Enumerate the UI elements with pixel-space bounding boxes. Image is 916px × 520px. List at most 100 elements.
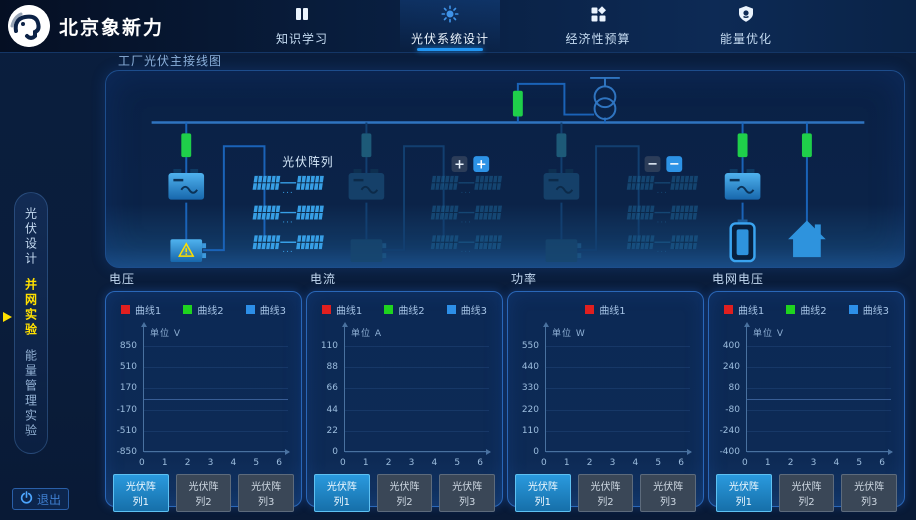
add-array-button-dim[interactable]: + <box>451 156 468 173</box>
pv-array-label: 光伏阵列 <box>282 155 333 169</box>
pv-array-button[interactable]: 光伏阵列1 <box>515 474 571 512</box>
x-axis-arrow-icon <box>285 448 293 455</box>
svg-text:+: + <box>476 158 487 173</box>
pv-array-button[interactable]: 光伏阵列3 <box>841 474 898 512</box>
x-tick-labels: 0 1 2 3 4 5 6 <box>340 458 483 468</box>
y-tick-label: 0 <box>533 447 539 457</box>
tab-economic-budget[interactable]: 经济性预算 <box>548 0 648 52</box>
diagram-title: 工厂光伏主接线图 <box>118 54 223 68</box>
pv-array-button-row: 光伏阵列1 光伏阵列2 光伏阵列3 <box>716 474 898 512</box>
x-tick-label: 5 <box>655 458 662 468</box>
chart-panel: 曲线1 曲线2 曲线3 单位 V 850 510 170 -170 -510 -850 0 1 2… <box>105 291 302 512</box>
legend-swatch-icon <box>446 304 456 314</box>
y-tick-label: 0 <box>332 447 338 457</box>
x-axis-line <box>344 451 490 452</box>
house-icon <box>788 220 826 258</box>
pv-array-3 <box>627 176 698 255</box>
pv-array-button[interactable]: 光伏阵列1 <box>113 474 169 512</box>
legend-swatch-icon <box>848 304 858 314</box>
legend-swatch-icon <box>120 304 130 314</box>
pv-array-button[interactable]: 光伏阵列3 <box>640 474 697 512</box>
tab-label: 能量优化 <box>719 32 772 46</box>
x-tick-label: 2 <box>385 458 392 468</box>
gridlines <box>345 346 489 453</box>
legend-item: 曲线1 <box>120 302 161 317</box>
x-tick-label: 3 <box>408 458 415 468</box>
x-tick-label: 3 <box>810 458 817 468</box>
sidebar-item-pv-design[interactable]: 光伏设计 <box>23 207 38 267</box>
pv-array-button[interactable]: 光伏阵列2 <box>577 474 634 512</box>
active-wires <box>185 82 808 252</box>
breaker-on <box>737 133 748 158</box>
x-axis-line <box>746 451 892 452</box>
active-item-arrow-icon <box>3 312 12 322</box>
legend-item: 曲线1 <box>321 302 362 317</box>
exit-button-label: 退出 <box>37 492 62 507</box>
experiment-sidebar: 光伏设计 并网实验 能量管理实验 <box>14 192 48 454</box>
gridlines <box>144 346 288 453</box>
x-tick-labels: 0 1 2 3 4 5 6 <box>742 458 885 468</box>
remove-array-button[interactable]: − <box>666 156 683 172</box>
combiner-box-warning <box>170 239 207 263</box>
pv-array-button[interactable]: 光伏阵列1 <box>314 474 370 512</box>
breaker-off <box>556 133 567 158</box>
x-axis-arrow-icon <box>687 448 695 455</box>
x-tick-label: 0 <box>742 458 748 468</box>
chart-plot: 单位 A 110 88 66 44 22 0 0 1 2 3 4 5 6 <box>318 319 493 468</box>
pv-array-button[interactable]: 光伏阵列2 <box>778 474 835 512</box>
x-tick-label: 6 <box>477 458 483 468</box>
breaker-on <box>512 90 523 117</box>
pv-array-button[interactable]: 光伏阵列3 <box>439 474 496 512</box>
x-axis-arrow-icon <box>888 448 896 455</box>
x-tick-label: 4 <box>833 458 840 468</box>
transformer-symbol <box>590 76 620 120</box>
remove-array-button-dim[interactable]: − <box>644 156 661 172</box>
legend-swatch-icon <box>786 304 796 314</box>
legend-swatch-icon <box>585 304 595 314</box>
y-tick-label: 550 <box>521 341 539 351</box>
gridlines <box>747 346 891 453</box>
axis-unit-label: 单位 A <box>351 329 383 339</box>
axis-unit-label: 单位 W <box>552 329 586 339</box>
tab-label: 光伏系统设计 <box>410 32 489 46</box>
pv-array-button[interactable]: 光伏阵列3 <box>238 474 295 512</box>
breaker-on <box>181 133 192 158</box>
y-tick-labels: 110 88 66 44 22 0 <box>318 341 341 457</box>
breakers <box>181 90 812 158</box>
svg-text:+: + <box>454 158 465 173</box>
tab-energy-optimization[interactable]: 能量优化 <box>696 0 796 52</box>
battery-icon <box>729 219 756 263</box>
sidebar-item-grid-connection-test[interactable]: 并网实验 <box>23 278 38 338</box>
chart-title: 电流 <box>310 272 337 286</box>
svg-text:−: − <box>647 157 658 172</box>
tab-pv-system-design[interactable]: 光伏系统设计 <box>400 0 500 52</box>
pv-array-button-row: 光伏阵列1 光伏阵列2 光伏阵列3 <box>113 474 295 512</box>
power-chart-block: 功率 曲线1 单位 W 550 440 330 220 110 0 0 1 2 3 4 5 6 光伏阵… <box>507 270 704 512</box>
y-tick-label: 220 <box>521 404 539 415</box>
legend-item: 曲线2 <box>384 302 425 317</box>
legend-swatch-icon <box>723 304 733 314</box>
y-axis-arrow-icon <box>140 319 147 327</box>
exit-button[interactable]: 退出 <box>12 488 70 510</box>
sidebar-item-energy-management-test[interactable]: 能量管理实验 <box>23 349 38 439</box>
inverter-icon-dim <box>543 169 580 200</box>
main-nav: 知识学习 光伏系统设计 <box>252 0 796 52</box>
pv-array-button-row: 光伏阵列1 光伏阵列2 光伏阵列3 <box>515 474 697 512</box>
pv-array-button-row: 光伏阵列1 光伏阵列2 光伏阵列3 <box>314 474 496 512</box>
pv-array-button[interactable]: 光伏阵列2 <box>376 474 433 512</box>
chart-legend: 曲线1 曲线2 曲线3 <box>716 301 897 317</box>
chart-plot: 单位 W 550 440 330 220 110 0 0 1 2 3 4 5 6 <box>519 319 695 468</box>
brand-name: 北京象新力 <box>59 16 165 39</box>
pv-array-button[interactable]: 光伏阵列2 <box>175 474 232 512</box>
legend-item: 曲线3 <box>245 302 286 317</box>
x-tick-label: 0 <box>340 458 346 468</box>
pv-array-button[interactable]: 光伏阵列1 <box>716 474 772 512</box>
pv-array-1 <box>253 176 324 255</box>
zero-gridline <box>144 399 288 400</box>
tab-knowledge-learning[interactable]: 知识学习 <box>252 0 352 52</box>
chart-plot: 单位 V 850 510 170 -170 -510 -850 0 1 2 3 4 5 6 <box>117 319 293 468</box>
legend-item: 曲线3 <box>848 302 889 317</box>
legend-item: 曲线3 <box>446 302 487 317</box>
add-array-button[interactable]: + <box>473 156 490 173</box>
y-tick-label: 400 <box>722 341 740 351</box>
